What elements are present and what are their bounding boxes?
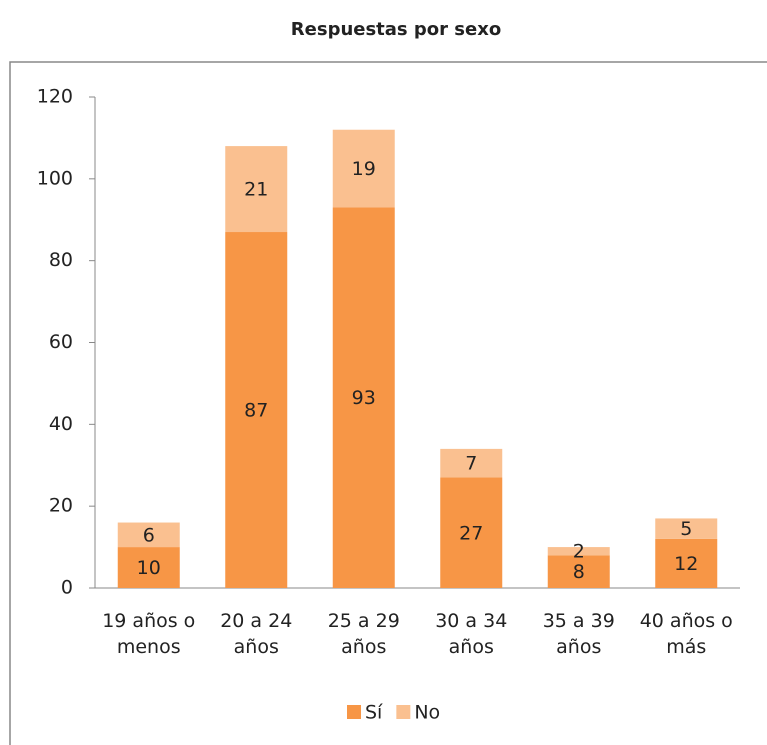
- y-tick-label: 20: [49, 495, 73, 517]
- data-label: 5: [680, 518, 692, 540]
- y-tick-label: 40: [49, 413, 73, 435]
- data-label: 10: [137, 557, 161, 579]
- data-label: 19: [352, 158, 376, 180]
- x-tick-label: 19 años o menos: [102, 610, 196, 658]
- legend-swatch: [347, 705, 361, 719]
- data-label: 2: [573, 541, 585, 563]
- bar-segment: [547, 555, 610, 588]
- bar-segment: [225, 232, 288, 588]
- bar-segment: [332, 207, 395, 588]
- x-tick-label: 25 a 29 años: [327, 610, 400, 658]
- y-tick-label: 0: [61, 577, 73, 599]
- bar-segment: [655, 538, 718, 588]
- chart-title: Respuestas por sexo: [291, 19, 501, 40]
- x-tick-label: 35 a 39 años: [542, 610, 615, 658]
- y-tick-label: 120: [37, 86, 73, 108]
- data-label: 21: [244, 179, 268, 201]
- data-label: 93: [352, 387, 376, 409]
- bar-segment: [117, 522, 180, 548]
- bar-segment: [655, 518, 718, 539]
- bar-segment: [440, 477, 503, 588]
- legend-swatch: [396, 705, 411, 719]
- bar-segment: [440, 448, 503, 478]
- y-tick-label: 80: [49, 249, 73, 271]
- bar-segment: [332, 129, 395, 208]
- data-label: 87: [244, 400, 268, 422]
- y-tick-label: 100: [37, 167, 73, 189]
- legend-label: Sí: [365, 702, 383, 724]
- x-tick-label: 20 a 24 años: [220, 610, 293, 658]
- legend-label: No: [414, 702, 440, 724]
- bar-segment: [117, 547, 180, 588]
- bar-segment: [547, 547, 610, 556]
- bar-segment: [225, 146, 288, 233]
- data-label: 8: [573, 561, 585, 583]
- data-label: 12: [674, 553, 698, 575]
- x-tick-label: 40 años o más: [639, 610, 733, 658]
- data-label: 6: [143, 524, 155, 546]
- data-label: 7: [465, 453, 477, 475]
- y-tick-label: 60: [49, 331, 73, 353]
- data-label: 27: [459, 522, 483, 544]
- chart-border: [9, 61, 767, 745]
- x-tick-label: 30 a 34 años: [435, 610, 508, 658]
